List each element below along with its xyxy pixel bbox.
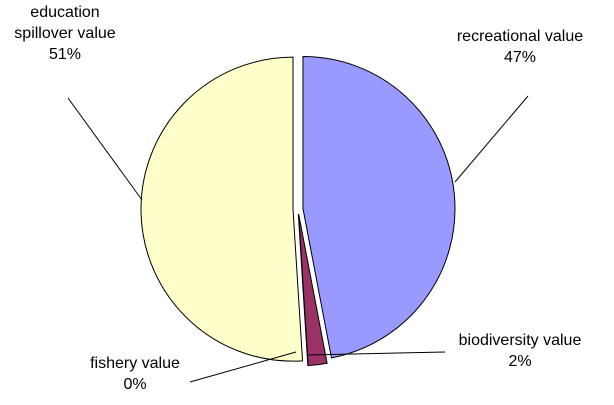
leader-line — [454, 95, 529, 183]
category-label: education spillover value — [14, 4, 116, 42]
category-label: biodiversity value — [458, 332, 582, 349]
pie-slice — [297, 213, 309, 366]
leader-line — [67, 97, 143, 201]
percent-label: 0% — [123, 376, 147, 393]
slice-label: education spillover value 51% — [0, 2, 130, 65]
slice-label: fishery value 0% — [60, 353, 210, 395]
pie-slice — [140, 56, 304, 362]
percent-label: 2% — [508, 353, 532, 370]
category-label: recreational value — [456, 28, 584, 45]
leader-line — [306, 351, 446, 356]
slice-label: recreational value 47% — [420, 26, 614, 68]
leader-line — [189, 351, 297, 383]
slice-label: biodiversity value 2% — [425, 330, 614, 372]
pie-slice — [302, 56, 456, 359]
category-label: fishery value — [90, 355, 180, 372]
percent-label: 47% — [503, 49, 537, 66]
percent-label: 51% — [48, 46, 82, 63]
